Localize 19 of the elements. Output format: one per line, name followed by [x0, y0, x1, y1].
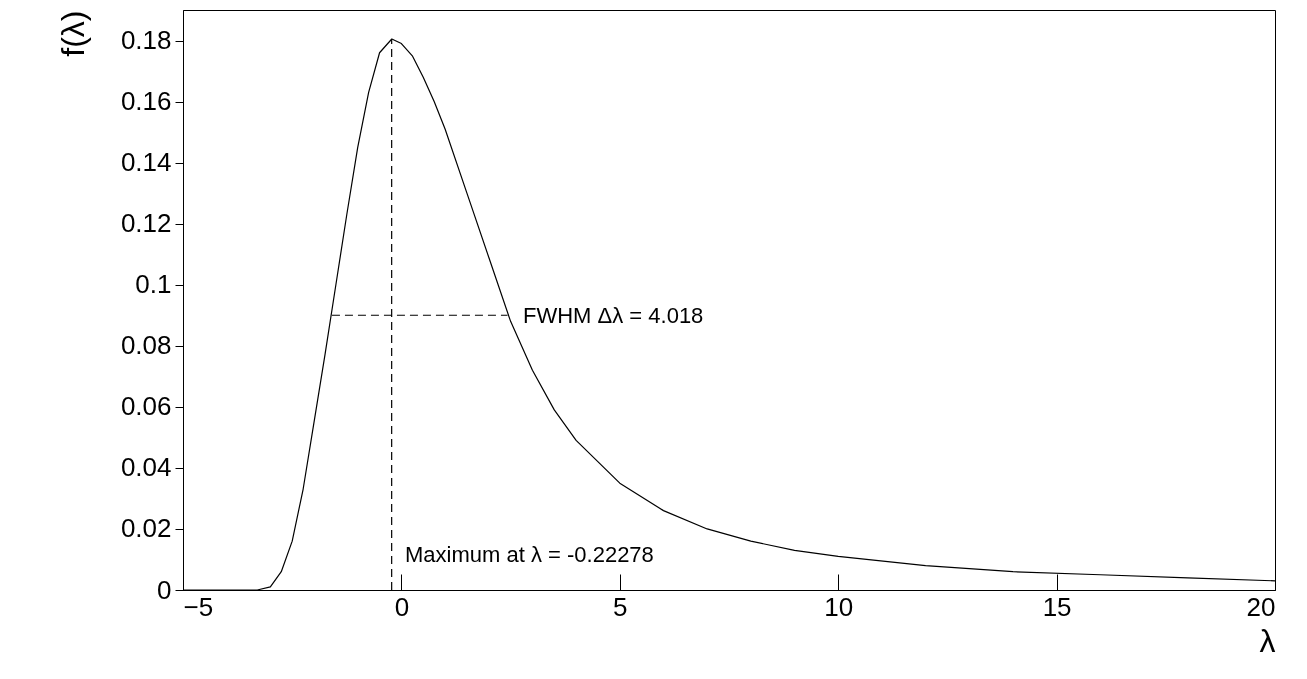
x-tick-label: 0 — [394, 591, 410, 622]
x-tick-label: −5 — [183, 591, 214, 622]
y-tick-label: 0.16 — [120, 86, 172, 117]
y-tick-label: 0.14 — [120, 147, 172, 178]
x-tick-label: 15 — [1042, 591, 1072, 622]
y-tick-label: 0.04 — [120, 452, 172, 483]
x-tick-label: 20 — [1246, 591, 1276, 622]
annotation: Maximum at λ = -0.22278 — [405, 542, 654, 567]
annotation: FWHM Δλ = 4.018 — [523, 303, 704, 328]
x-tick-label: 5 — [613, 591, 628, 622]
y-tick-label: 0.06 — [120, 391, 172, 422]
y-tick-label: 0.02 — [120, 513, 172, 544]
y-tick-label: 0.08 — [120, 330, 172, 361]
y-tick-label: 0.1 — [135, 269, 172, 300]
y-tick-label: 0.18 — [120, 25, 172, 56]
y-axis-title: f(λ) — [54, 10, 91, 57]
x-tick-label: 10 — [824, 591, 854, 622]
y-tick-label: 0.12 — [120, 208, 172, 239]
x-axis-title: λ — [1259, 622, 1276, 659]
